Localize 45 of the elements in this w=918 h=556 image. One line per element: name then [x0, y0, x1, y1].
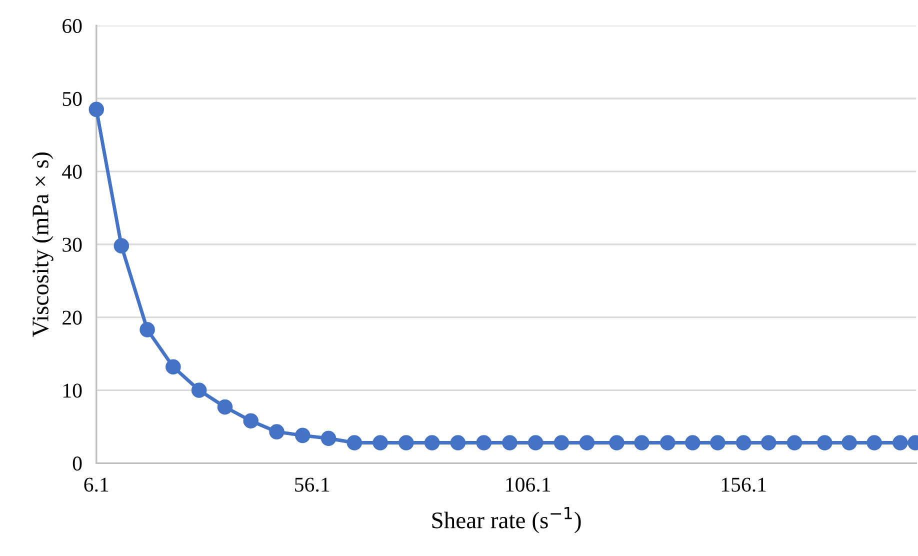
y-axis-title: Viscosity (mPa × s) — [32, 152, 54, 337]
point — [866, 435, 882, 450]
y-tick-label: 0 — [72, 456, 82, 471]
point — [320, 430, 336, 446]
point — [579, 435, 595, 450]
point — [554, 435, 570, 450]
point — [398, 435, 414, 450]
point — [685, 435, 700, 450]
point — [760, 435, 776, 450]
point — [609, 435, 624, 450]
point — [786, 435, 802, 450]
point — [842, 435, 857, 450]
point — [736, 435, 752, 450]
point — [88, 102, 104, 118]
point — [710, 435, 726, 450]
x-axis-title: Shear rate (s$^{−1}$) — [432, 507, 581, 534]
point — [243, 413, 258, 428]
x-tick-label: 56.1 — [295, 478, 330, 492]
point — [660, 435, 676, 450]
point — [217, 399, 233, 415]
point — [372, 435, 388, 450]
point — [476, 435, 492, 450]
point — [114, 238, 130, 254]
y-tick-label: 60 — [62, 18, 82, 34]
y-tick-label: 50 — [62, 92, 82, 106]
y-tick-label: 30 — [62, 238, 82, 252]
point — [294, 428, 310, 444]
point — [634, 435, 650, 450]
x-tick-label: 6.1 — [84, 478, 108, 492]
point — [346, 435, 362, 450]
x-tick-label: 106.1 — [506, 478, 550, 492]
point — [191, 382, 207, 398]
point — [450, 435, 466, 450]
y-tick-label: 40 — [62, 164, 82, 179]
point — [166, 359, 181, 375]
point — [817, 435, 832, 450]
point — [424, 435, 440, 450]
point — [269, 424, 284, 440]
x-tick-label: 156.1 — [722, 478, 766, 492]
y-tick-label: 20 — [62, 310, 82, 325]
point — [140, 322, 155, 338]
point — [502, 435, 518, 450]
y-tick-label: 10 — [64, 384, 82, 398]
point — [892, 435, 908, 450]
point — [528, 435, 544, 450]
